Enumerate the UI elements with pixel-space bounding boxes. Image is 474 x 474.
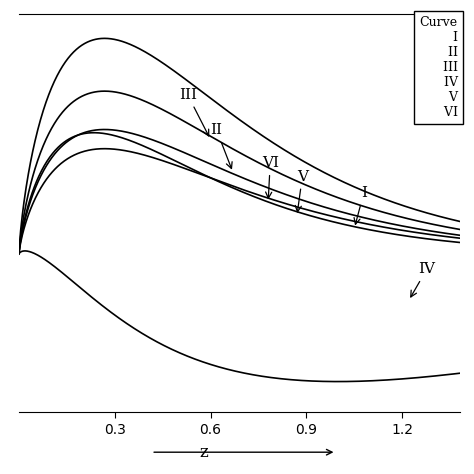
Text: Curve
   I
   II
   III
   IV
   V
   VI: Curve I II III IV V VI (419, 16, 457, 119)
Text: I: I (354, 186, 367, 224)
Text: VI: VI (262, 156, 279, 198)
Text: IV: IV (411, 262, 435, 297)
Text: V: V (295, 170, 308, 212)
Text: III: III (179, 88, 209, 136)
Text: II: II (210, 123, 232, 168)
Text: z: z (200, 444, 209, 461)
